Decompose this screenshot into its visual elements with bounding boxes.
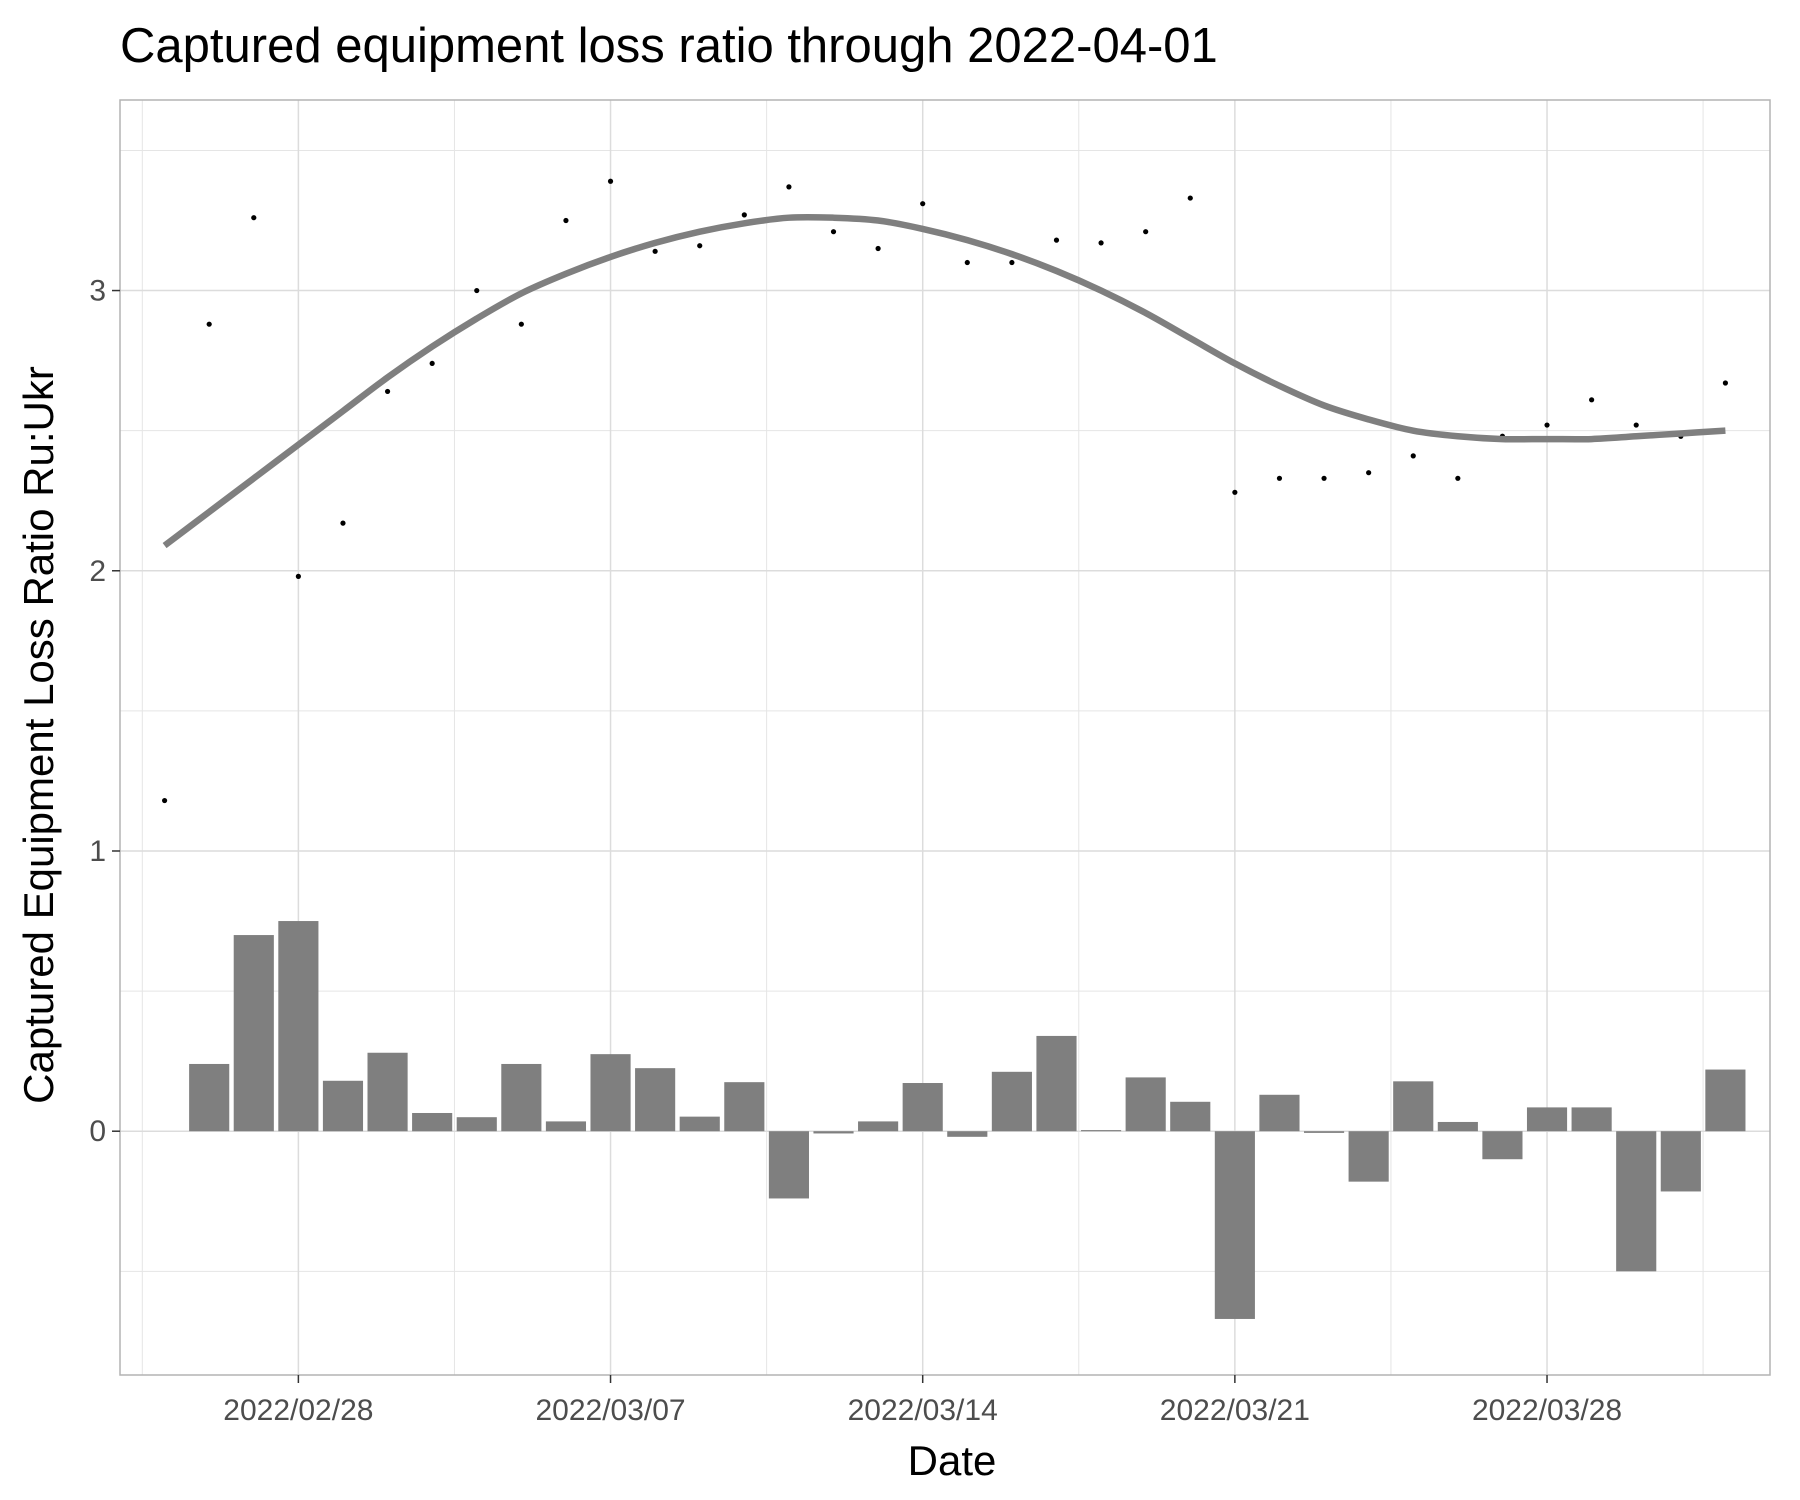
data-point bbox=[830, 229, 837, 235]
y-tick-label: 1 bbox=[89, 835, 106, 868]
data-point bbox=[429, 360, 435, 367]
x-axis-title: Date bbox=[908, 1437, 997, 1484]
x-tick-label: 2022/03/21 bbox=[1160, 1394, 1310, 1427]
bar-series bbox=[189, 921, 1746, 1319]
bar bbox=[724, 1082, 765, 1132]
data-point bbox=[206, 321, 212, 327]
data-point bbox=[1410, 453, 1416, 459]
plot-panel bbox=[119, 99, 1771, 1376]
bar bbox=[1437, 1121, 1478, 1132]
smooth-line bbox=[162, 213, 1726, 549]
bar bbox=[590, 1054, 631, 1132]
bar bbox=[679, 1116, 720, 1132]
x-tick-label: 2022/03/28 bbox=[1472, 1394, 1622, 1427]
bar bbox=[278, 921, 319, 1132]
x-tick-label: 2022/03/07 bbox=[535, 1394, 685, 1427]
bar bbox=[412, 1112, 453, 1132]
data-point bbox=[1589, 397, 1595, 403]
data-point bbox=[1232, 489, 1238, 495]
bar bbox=[1616, 1131, 1657, 1272]
data-point bbox=[518, 321, 524, 327]
data-point bbox=[697, 243, 703, 249]
data-point bbox=[563, 217, 569, 224]
data-point bbox=[1544, 422, 1550, 428]
bar bbox=[947, 1131, 988, 1137]
data-point bbox=[1276, 475, 1283, 481]
bar bbox=[813, 1131, 854, 1134]
data-point bbox=[1366, 470, 1372, 476]
bar bbox=[1036, 1035, 1077, 1132]
data-point bbox=[1455, 475, 1461, 481]
data-point bbox=[1321, 475, 1327, 481]
grid bbox=[120, 100, 1770, 1375]
bar bbox=[635, 1068, 676, 1132]
y-axis: 0 1 2 3 bbox=[89, 275, 120, 1148]
bar bbox=[545, 1121, 587, 1132]
bar bbox=[233, 935, 274, 1132]
data-point bbox=[875, 245, 881, 252]
bar bbox=[1526, 1107, 1568, 1132]
bar bbox=[768, 1131, 809, 1199]
bar bbox=[367, 1052, 408, 1132]
y-tick-label: 3 bbox=[89, 275, 106, 308]
data-point bbox=[384, 388, 391, 395]
bar bbox=[456, 1117, 497, 1132]
bar bbox=[1259, 1094, 1300, 1132]
bar bbox=[1303, 1131, 1345, 1133]
bar bbox=[1705, 1069, 1746, 1132]
data-point bbox=[920, 201, 926, 207]
bar bbox=[1482, 1131, 1523, 1160]
bar bbox=[1571, 1107, 1612, 1132]
bar bbox=[1348, 1131, 1389, 1182]
chart-title: Captured equipment loss ratio through 20… bbox=[120, 19, 1218, 73]
data-point bbox=[161, 797, 168, 804]
data-point bbox=[741, 212, 747, 218]
bar bbox=[1125, 1077, 1166, 1132]
data-point bbox=[1098, 240, 1104, 246]
x-axis: 2022/02/28 2022/03/07 2022/03/14 2022/03/21… bbox=[223, 1375, 1622, 1427]
y-axis-title: Captured Equipment Loss Ratio Ru:Ukr bbox=[15, 366, 62, 1104]
x-tick-label: 2022/02/28 bbox=[223, 1394, 373, 1427]
data-point bbox=[474, 287, 480, 294]
data-point bbox=[1633, 422, 1639, 428]
data-point bbox=[340, 520, 346, 526]
data-point bbox=[1143, 229, 1149, 235]
bar bbox=[1393, 1081, 1434, 1132]
bar bbox=[858, 1121, 899, 1132]
data-point bbox=[1009, 259, 1015, 266]
data-point bbox=[1187, 195, 1193, 201]
bar bbox=[1081, 1130, 1122, 1132]
bar bbox=[991, 1071, 1032, 1132]
data-point bbox=[251, 215, 257, 221]
smooth-series bbox=[162, 213, 1726, 549]
bar bbox=[1660, 1131, 1701, 1192]
x-tick-label: 2022/03/14 bbox=[848, 1394, 998, 1427]
data-point bbox=[1722, 380, 1729, 386]
bar bbox=[1170, 1101, 1211, 1132]
y-tick-label: 0 bbox=[89, 1115, 106, 1148]
bar bbox=[322, 1080, 364, 1132]
data-point bbox=[964, 259, 970, 266]
bar bbox=[501, 1063, 542, 1132]
panel-border bbox=[119, 99, 1771, 1376]
bar bbox=[189, 1063, 230, 1132]
bar bbox=[902, 1083, 943, 1132]
data-point bbox=[786, 184, 792, 190]
data-point bbox=[295, 573, 301, 579]
y-tick-label: 2 bbox=[89, 555, 106, 588]
data-point bbox=[1053, 237, 1060, 243]
bar bbox=[1214, 1131, 1255, 1319]
point-series bbox=[161, 178, 1729, 804]
data-point bbox=[607, 178, 614, 184]
data-point bbox=[652, 248, 658, 254]
